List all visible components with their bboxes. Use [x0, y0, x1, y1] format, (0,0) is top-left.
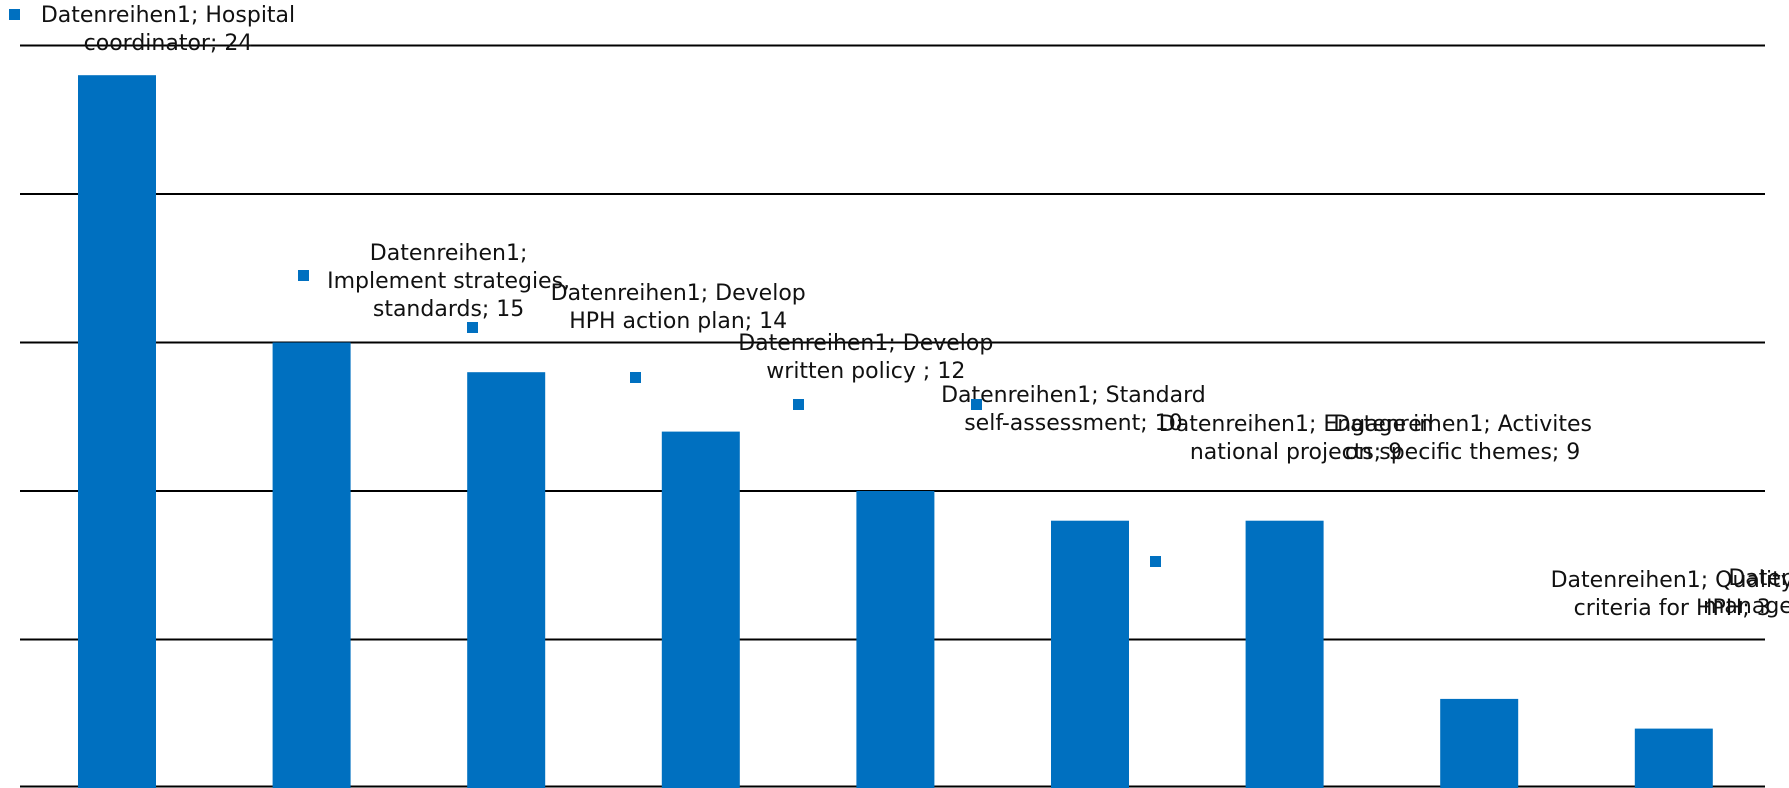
label-marker-9: [1254, 552, 1265, 563]
bar-8: [1440, 698, 1519, 788]
label-marker-4: [467, 322, 478, 333]
data-label-line: HPH action plan; 14: [569, 309, 787, 334]
data-label-line: Datenreihen1; Hospital: [41, 3, 295, 28]
data-label-line: Datenreihen1; Activites: [1333, 412, 1592, 437]
bar-9: [1634, 728, 1713, 788]
bar-7: [1245, 520, 1324, 788]
bar-2: [272, 342, 351, 788]
label-marker-1: [9, 9, 20, 20]
data-label-5: Datenreihen1; Standard self-assessment; 1…: [941, 383, 1206, 436]
data-labels: Datenreihen1; Hospital coordinator; 24Dat…: [9, 3, 1789, 647]
data-label-4: Datenreihen1; Develop written policy ; 12: [738, 331, 993, 384]
data-label-line: Datenreihen1; Standard: [941, 383, 1206, 408]
label-marker-3: [298, 270, 309, 281]
data-label-line: Datenreihen1; Quality: [1551, 568, 1789, 593]
data-label-1: Datenreihen1; Hospital coordinator; 24: [41, 3, 295, 56]
bar-4: [661, 431, 740, 788]
label-marker-6: [793, 399, 804, 410]
data-label-2: Datenreihen1; Implement strategies, standa…: [327, 241, 570, 322]
label-marker-5: [630, 372, 641, 383]
data-label-line: on specific themes; 9: [1345, 440, 1580, 465]
data-label-7: Datenreihen1; Activites on specific theme…: [1333, 412, 1592, 465]
label-marker-8: [1150, 556, 1161, 567]
data-label-line: Datenreihen1; Develop: [738, 331, 993, 356]
data-label-line: coordinator; 24: [84, 31, 253, 56]
data-label-line: Datenreihen1; Develop: [551, 281, 806, 306]
data-label-line: criteria for HPH; 3: [1574, 596, 1771, 621]
data-label-6: Datenreihen1; Engage in national projects…: [1159, 412, 1433, 465]
label-marker-2: [137, 215, 148, 226]
data-label-line: Datenreihen1;: [370, 241, 528, 266]
data-label-8: Datenreihen1; Quality criteria for HPH; 3: [1551, 568, 1789, 621]
bar-1: [78, 75, 156, 788]
data-label-line: management structure;: [1703, 594, 1789, 619]
bar-3: [467, 372, 546, 788]
data-label-9: Datenreihen1; HPHmanagement structure;2: [1703, 566, 1789, 647]
data-label-line: national projects; 9: [1190, 440, 1402, 465]
bar-5: [856, 491, 935, 788]
bar-6: [1051, 520, 1129, 788]
data-label-line: Datenreihen1; HPH: [1728, 566, 1789, 591]
data-label-line: written policy ; 12: [766, 359, 965, 384]
data-label-line: standards; 15: [373, 297, 524, 322]
data-label-line: Implement strategies,: [327, 269, 570, 294]
bars: [78, 75, 1713, 788]
data-label-line: self-assessment; 10: [964, 411, 1182, 436]
data-label-line: Datenreihen1; Engage in: [1159, 412, 1433, 437]
data-label-3: Datenreihen1; Develop HPH action plan; 14: [551, 281, 806, 334]
label-marker-7: [971, 399, 982, 410]
